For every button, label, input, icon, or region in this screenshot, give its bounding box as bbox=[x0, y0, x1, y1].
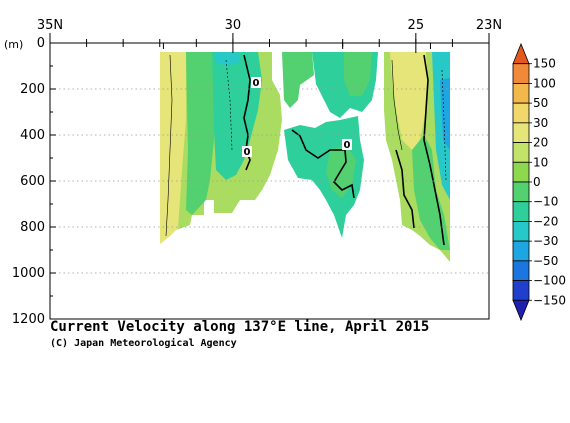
velocity-band-blue-east bbox=[440, 78, 450, 150]
depth-tick-label: 800 bbox=[20, 220, 45, 235]
colorbar-swatch bbox=[512, 83, 530, 104]
colorbar-swatch bbox=[512, 122, 530, 143]
colorbar-label: 30 bbox=[533, 116, 548, 130]
colorbar-swatch bbox=[512, 42, 530, 65]
latitude-axis: 35N 30 25 23N bbox=[37, 18, 502, 53]
zero-contour-central bbox=[291, 129, 355, 199]
depth-tick-label: 600 bbox=[20, 174, 45, 189]
colorbar-swatch bbox=[512, 201, 530, 222]
depth-axis: 0 200 400 600 800 1000 1200 bbox=[12, 36, 56, 327]
colorbar-swatch bbox=[512, 221, 530, 242]
dashed-contour-1 bbox=[225, 59, 233, 151]
colorbar-label: −10 bbox=[533, 195, 558, 209]
lat-tick-label: 35N bbox=[37, 18, 63, 33]
velocity-band-warm-west bbox=[160, 52, 186, 244]
agency-credit: (C) Japan Meteorological Agency bbox=[50, 338, 237, 349]
colorbar-swatch bbox=[512, 280, 530, 301]
lat-tick-label: 23N bbox=[476, 18, 502, 33]
depth-tick-label: 1200 bbox=[12, 312, 45, 327]
contour-label-2: 0 bbox=[244, 147, 251, 158]
depth-gridlines bbox=[50, 88, 489, 274]
colorbar-swatch bbox=[512, 299, 530, 322]
colorbar-label: 20 bbox=[533, 136, 548, 150]
depth-tick-label: 0 bbox=[37, 36, 45, 51]
thin-contour-1 bbox=[165, 54, 173, 237]
contour-labels: 0 0 0 bbox=[242, 77, 352, 158]
depth-unit-label: (m) bbox=[4, 38, 23, 51]
colorbar-label: 10 bbox=[533, 155, 548, 169]
depth-tick-label: 200 bbox=[20, 82, 45, 97]
colorbar-label: −30 bbox=[533, 234, 558, 248]
lat-tick-label: 30 bbox=[225, 18, 242, 33]
colorbar-swatch bbox=[512, 161, 530, 183]
velocity-field bbox=[160, 52, 450, 262]
depth-tick-label: 400 bbox=[20, 128, 45, 143]
depth-tick-label: 1000 bbox=[12, 266, 45, 281]
velocity-band-warm-east bbox=[390, 52, 428, 150]
colorbar-label: 0 bbox=[533, 175, 541, 189]
velocity-band-cyan-west bbox=[215, 52, 240, 66]
colorbar-label: −20 bbox=[533, 214, 558, 228]
colorbar-label: −50 bbox=[533, 254, 558, 268]
zero-contour-west bbox=[243, 54, 251, 171]
colorbar-swatch bbox=[512, 260, 530, 281]
colorbar-label: −150 bbox=[533, 293, 566, 307]
colorbar-swatch bbox=[512, 181, 530, 203]
colorbar-swatch bbox=[512, 63, 530, 84]
zero-contour-east bbox=[423, 54, 445, 246]
colorbar-swatch bbox=[512, 102, 530, 124]
lat-tick-label: 25 bbox=[408, 18, 425, 33]
colorbar-swatch bbox=[512, 142, 530, 163]
contour-loop bbox=[395, 149, 415, 229]
colorbar-label: 50 bbox=[533, 96, 548, 110]
velocity-band-green-upper bbox=[344, 52, 372, 96]
colorbar-label: 100 bbox=[533, 76, 556, 90]
thin-contour-2 bbox=[391, 59, 403, 151]
dashed-contour-2 bbox=[441, 69, 447, 181]
colorbar-swatch bbox=[512, 240, 530, 262]
contour-label-3: 0 bbox=[344, 140, 351, 151]
colorbar-label: 150 bbox=[533, 57, 556, 71]
velocity-band-green-west bbox=[186, 52, 216, 215]
contour-label-1: 0 bbox=[253, 78, 260, 89]
chart-title: Current Velocity along 137°E line, April… bbox=[50, 319, 430, 335]
colorbar-label: −100 bbox=[533, 274, 566, 288]
velocity-area-central bbox=[282, 52, 314, 108]
